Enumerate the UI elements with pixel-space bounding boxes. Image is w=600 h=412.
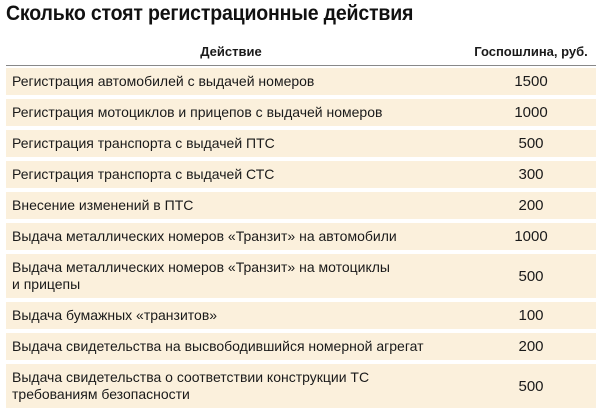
table-row: Выдача бумажных «транзитов» 100	[6, 302, 596, 329]
table-row: Выдача свидетельства на высвободившийся …	[6, 333, 596, 360]
fee-cell: 500	[518, 135, 544, 152]
fee-cell: 1000	[514, 104, 548, 121]
fee-cell: 200	[518, 338, 544, 355]
table-row: Регистрация транспорта с выдачей ПТС 500	[6, 130, 596, 157]
fee-cell: 100	[518, 307, 544, 324]
action-cell: Регистрация мотоциклов и прицепов с выда…	[12, 104, 383, 120]
fee-cell: 1500	[514, 73, 548, 90]
fee-cell: 500	[518, 377, 544, 395]
fees-table: Регистрация автомобилей с выдачей номеро…	[6, 68, 596, 412]
header-divider	[6, 65, 596, 66]
action-cell: Регистрация транспорта с выдачей ПТС	[12, 135, 275, 151]
fee-cell: 1000	[514, 228, 548, 245]
action-cell: Выдача свидетельства на высвободившийся …	[12, 338, 424, 354]
column-header-action: Действие	[200, 44, 262, 59]
table-row: Выдача металлических номеров «Транзит» н…	[6, 254, 596, 298]
action-cell: Регистрация автомобилей с выдачей номеро…	[12, 73, 315, 89]
fee-cell: 300	[518, 166, 544, 183]
action-cell: Внесение изменений в ПТС	[12, 197, 194, 213]
action-cell: Выдача свидетельства о соответствии конс…	[12, 369, 370, 402]
table-row: Регистрация автомобилей с выдачей номеро…	[6, 68, 596, 95]
fee-cell: 500	[518, 267, 544, 285]
fee-cell: 200	[518, 197, 544, 214]
action-cell: Регистрация транспорта с выдачей СТС	[12, 166, 275, 182]
table-header: Действие Госпошлина, руб.	[6, 38, 596, 68]
page-title: Сколько стоят регистрационные действия	[6, 2, 414, 25]
table-row: Регистрация мотоциклов и прицепов с выда…	[6, 99, 596, 126]
table-row: Выдача свидетельства о соответствии конс…	[6, 364, 596, 408]
table-row: Внесение изменений в ПТС 200	[6, 192, 596, 219]
action-cell: Выдача металлических номеров «Транзит» н…	[12, 259, 390, 292]
table-row: Регистрация транспорта с выдачей СТС 300	[6, 161, 596, 188]
action-cell: Выдача металлических номеров «Транзит» н…	[12, 228, 397, 244]
table-row: Выдача металлических номеров «Транзит» н…	[6, 223, 596, 250]
column-header-fee: Госпошлина, руб.	[474, 44, 588, 59]
action-cell: Выдача бумажных «транзитов»	[12, 307, 218, 323]
